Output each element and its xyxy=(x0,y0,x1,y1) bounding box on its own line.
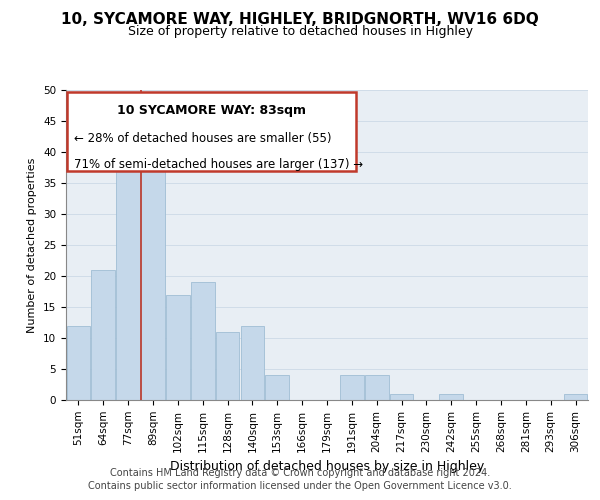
Text: Contains HM Land Registry data © Crown copyright and database right 2024.: Contains HM Land Registry data © Crown c… xyxy=(110,468,490,477)
Bar xyxy=(67,326,90,400)
Bar xyxy=(141,140,165,400)
FancyBboxPatch shape xyxy=(67,92,356,170)
Bar xyxy=(340,375,364,400)
Bar xyxy=(390,394,413,400)
Bar xyxy=(91,270,115,400)
Bar xyxy=(265,375,289,400)
Text: 71% of semi-detached houses are larger (137) →: 71% of semi-detached houses are larger (… xyxy=(74,158,364,171)
Bar xyxy=(439,394,463,400)
Text: 10 SYCAMORE WAY: 83sqm: 10 SYCAMORE WAY: 83sqm xyxy=(117,104,306,117)
X-axis label: Distribution of detached houses by size in Highley: Distribution of detached houses by size … xyxy=(170,460,484,473)
Bar xyxy=(216,332,239,400)
Y-axis label: Number of detached properties: Number of detached properties xyxy=(28,158,37,332)
Bar xyxy=(365,375,389,400)
Bar xyxy=(564,394,587,400)
Text: 10, SYCAMORE WAY, HIGHLEY, BRIDGNORTH, WV16 6DQ: 10, SYCAMORE WAY, HIGHLEY, BRIDGNORTH, W… xyxy=(61,12,539,28)
Bar xyxy=(116,152,140,400)
Text: Size of property relative to detached houses in Highley: Size of property relative to detached ho… xyxy=(128,25,473,38)
Bar xyxy=(241,326,264,400)
Bar xyxy=(191,282,215,400)
Text: ← 28% of detached houses are smaller (55): ← 28% of detached houses are smaller (55… xyxy=(74,132,332,145)
Bar xyxy=(166,294,190,400)
Text: Contains public sector information licensed under the Open Government Licence v3: Contains public sector information licen… xyxy=(88,481,512,491)
